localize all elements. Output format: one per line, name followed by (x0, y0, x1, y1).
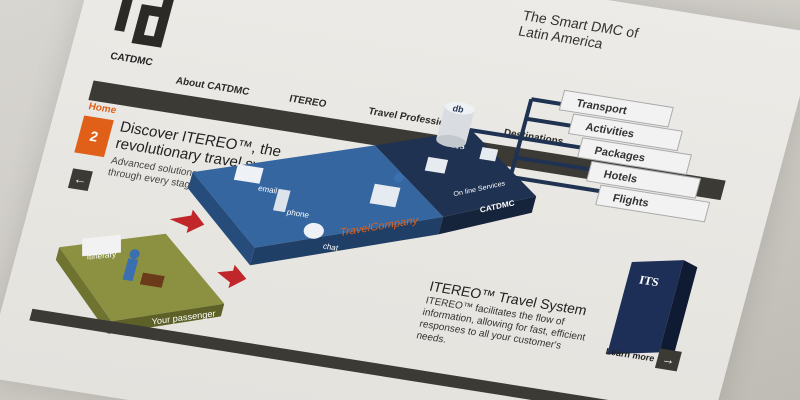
catdmc-platform: CATDMC On line Services ITS (374, 130, 537, 235)
service-block-activities[interactable] (567, 113, 683, 152)
agent-laptop-icon (369, 183, 401, 208)
luggage-icon (139, 272, 165, 288)
service-hotels-label: Hotels (602, 169, 638, 186)
red-arrow-left (169, 209, 205, 233)
phone-channel-label: phone (286, 208, 311, 220)
laptop-icon (479, 147, 499, 162)
its-product-box[interactable]: ITS (607, 252, 699, 364)
passenger-icon (129, 249, 140, 260)
service-blocks: Transport Activities Packages Hotels Fli… (558, 89, 711, 223)
itinerary-document (82, 234, 121, 257)
phone-icon (272, 188, 291, 213)
online-services-icon (424, 156, 449, 174)
connector-lines (469, 97, 600, 193)
service-block-flights[interactable] (595, 184, 711, 223)
service-block-packages[interactable] (576, 137, 693, 175)
its-box-label: ITS (638, 273, 661, 290)
database-icon: db (436, 101, 475, 148)
passenger-body (122, 258, 139, 282)
agent-icon (394, 172, 405, 183)
service-block-hotels[interactable] (586, 160, 702, 199)
catdmc-logo[interactable] (105, 0, 192, 55)
db-label: db (451, 103, 465, 114)
travel-company-platform: TravelCompany email phone chat (188, 145, 444, 266)
itinerary-label: Itinerary (87, 250, 117, 262)
service-block-transport[interactable] (558, 89, 674, 128)
red-arrow-right (217, 264, 247, 289)
email-icon (233, 164, 264, 184)
chat-label: chat (322, 242, 340, 253)
email-label: email (257, 184, 278, 196)
service-flights-label: Flights (611, 192, 650, 209)
chat-icon (303, 222, 324, 239)
